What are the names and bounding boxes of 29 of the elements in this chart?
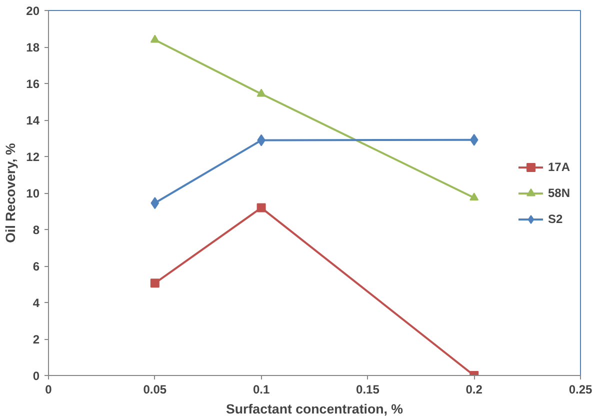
y-tick-label: 16 [26,77,40,91]
x-tick-label: 0.2 [466,382,483,396]
y-tick-label: 6 [32,260,40,274]
x-tick-label: 0.25 [568,382,593,396]
y-tick-label: 20 [26,4,40,18]
y-tick-label: 18 [26,40,40,54]
y-tick-label: 0 [32,369,40,383]
point [470,134,478,146]
y-tick-label: 10 [26,186,40,200]
y-tick-label: 14 [26,114,40,128]
y-tick-label: 8 [32,223,40,237]
x-tick-label: 0.05 [143,382,167,396]
x-tick-label: 0.15 [356,382,380,396]
point [150,197,160,210]
y-axis-title: Oil Recovery, % [3,142,18,243]
y-tick-label: 4 [32,296,40,310]
point [150,34,160,43]
y-tick-label: 12 [26,150,40,164]
x-tick-label: 0 [45,382,52,396]
point [256,203,266,212]
legend-label: S2 [548,212,564,226]
point [256,88,266,97]
x-axis-title: Surfactant concentration, % [226,402,404,416]
x-tick-label: 0.1 [252,382,270,396]
y-tick-label: 2 [32,332,40,346]
point [150,278,160,288]
legend-label: 58N [548,186,570,200]
legend-label: 17A [548,160,570,174]
point [470,192,479,201]
